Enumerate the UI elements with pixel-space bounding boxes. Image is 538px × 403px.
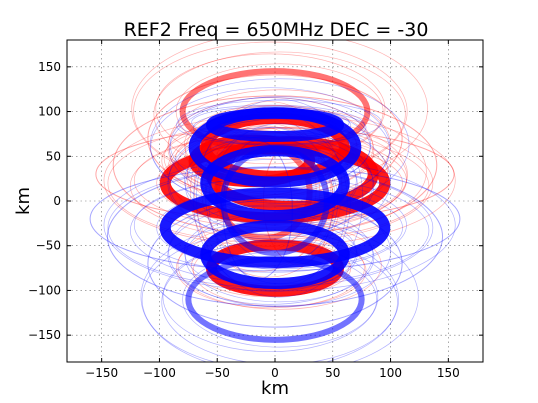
uv-tracks — [89, 40, 461, 362]
uv-track-faint — [162, 241, 379, 353]
uv-track — [185, 255, 365, 343]
uv-track-faint — [177, 99, 382, 145]
y-tick-label: −50 — [36, 239, 61, 253]
uv-track-faint — [169, 97, 372, 193]
uv-track — [159, 187, 391, 268]
y-tick-label: 50 — [46, 149, 61, 163]
uv-track-faint — [208, 123, 351, 285]
uv-track-faint — [188, 106, 371, 189]
y-tick-label: 100 — [38, 105, 61, 119]
uv-track — [147, 199, 403, 328]
uv-track-faint — [168, 118, 391, 243]
uv-track-faint — [167, 204, 374, 305]
x-axis-ticks: −150 −100 −50 0 50 100 150 — [85, 40, 460, 380]
uv-track — [220, 146, 330, 256]
chart-title: REF2 Freq = 650MHz DEC = -30 — [124, 19, 429, 41]
uv-track-faint — [149, 78, 410, 211]
uv-track — [112, 95, 438, 236]
uv-track-faint — [175, 104, 365, 146]
uv-track-faint — [184, 136, 357, 225]
uv-track — [147, 74, 403, 203]
uv-track-faint — [150, 87, 391, 208]
uv-track — [188, 107, 362, 188]
uv-track-faint — [191, 233, 350, 298]
uv-track-faint — [169, 96, 390, 204]
uv-track — [222, 140, 293, 280]
uv-track-faint — [221, 139, 339, 263]
y-tick-label: 0 — [53, 194, 61, 208]
uv-track-faint — [168, 196, 391, 308]
uv-track-faint — [184, 135, 375, 236]
uv-track-faint — [103, 158, 456, 292]
uv-track-faint — [168, 89, 391, 200]
uv-track — [200, 220, 350, 290]
x-tick-label: −100 — [143, 366, 176, 380]
uv-track-faint — [191, 106, 350, 139]
uv-track-faint — [182, 251, 378, 348]
x-tick-label: 50 — [325, 366, 340, 380]
uv-track-faint — [140, 219, 419, 362]
uv-track-faint — [155, 53, 386, 165]
x-tick-label: 100 — [379, 366, 402, 380]
uv-track-faint — [141, 229, 399, 362]
x-tick-label: −50 — [205, 366, 230, 380]
plot-area — [66, 39, 484, 363]
y-axis-ticks: −150 −100 −50 0 50 100 150 — [28, 60, 483, 342]
x-tick-label: 0 — [271, 366, 279, 380]
x-tick-label: −150 — [85, 366, 118, 380]
uv-track-faint — [175, 63, 384, 160]
y-tick-label: −150 — [28, 328, 61, 342]
uv-track — [106, 166, 444, 307]
y-tick-label: 150 — [38, 60, 61, 74]
uv-track-faint — [196, 99, 364, 298]
uv-track — [89, 166, 461, 272]
y-tick-label: −100 — [28, 283, 61, 297]
y-axis-label: km — [13, 187, 34, 215]
x-axis-label: km — [261, 378, 289, 399]
uv-track-faint — [161, 239, 398, 362]
uv-track-series — [89, 78, 461, 362]
uv-track-faint — [205, 127, 336, 270]
uv-track-faint — [201, 144, 358, 222]
uv-track-faint — [167, 127, 374, 240]
x-tick-label: 150 — [437, 366, 460, 380]
